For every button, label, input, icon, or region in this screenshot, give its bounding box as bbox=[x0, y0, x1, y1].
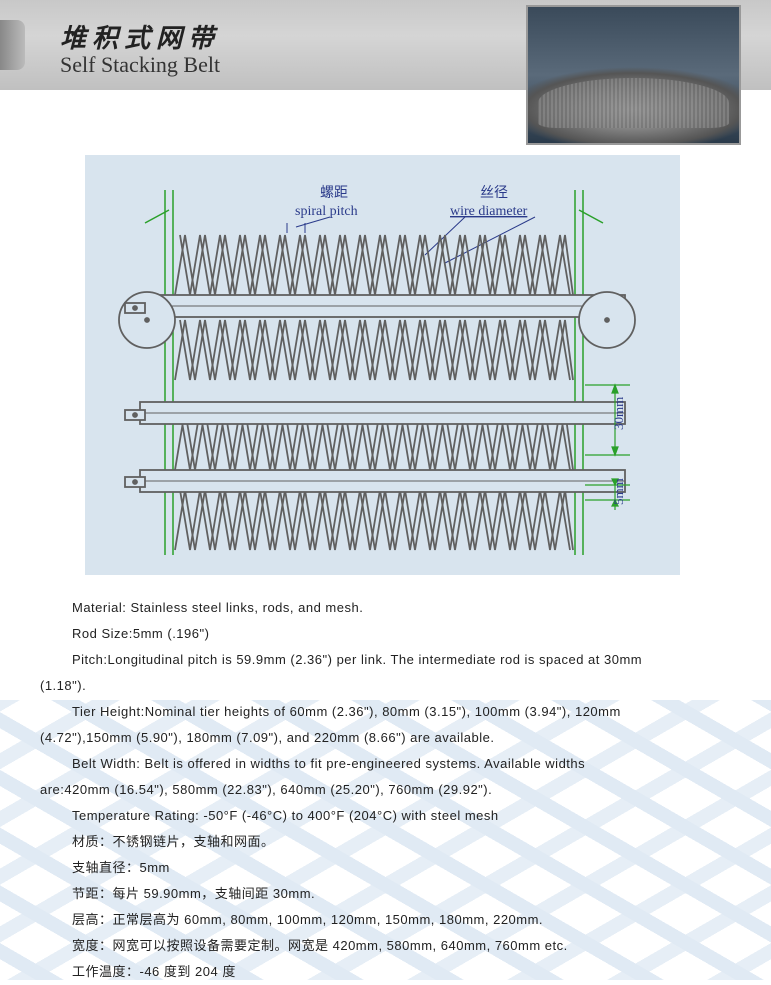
photo-image bbox=[528, 7, 739, 143]
spec-width-en-2: are:420mm (16.54"), 580mm (22.83"), 640m… bbox=[40, 777, 740, 803]
spec-width-en-1: Belt Width: Belt is offered in widths to… bbox=[40, 751, 740, 777]
spec-rodsize-en: Rod Size:5mm (.196") bbox=[40, 621, 740, 647]
label-wire-diameter-en: wire diameter bbox=[450, 204, 528, 219]
title-chinese: 堆积式网带 bbox=[60, 18, 220, 55]
spec-temp-cn: 工作温度：-46 度到 204 度 bbox=[40, 959, 740, 985]
label-spiral-pitch-en: spiral pitch bbox=[295, 204, 358, 219]
specifications: Material: Stainless steel links, rods, a… bbox=[40, 595, 740, 985]
spec-pitch-en-1: Pitch:Longitudinal pitch is 59.9mm (2.36… bbox=[40, 647, 740, 673]
spec-width-cn: 宽度：网宽可以按照设备需要定制。网宽是 420mm, 580mm, 640mm,… bbox=[40, 933, 740, 959]
diagram-svg: 螺距 spiral pitch 丝径 wire diameter bbox=[85, 155, 680, 575]
dim-5mm: 5mm bbox=[611, 478, 626, 505]
label-spiral-pitch-cn: 螺距 bbox=[320, 185, 348, 201]
dim-30mm: 30mm bbox=[611, 397, 626, 430]
spec-tier-cn: 层高：正常层高为 60mm, 80mm, 100mm, 120mm, 150mm… bbox=[40, 907, 740, 933]
product-photo bbox=[526, 5, 741, 145]
spec-material-cn: 材质：不锈钢链片，支轴和网面。 bbox=[40, 829, 740, 855]
spec-pitch-en-2: (1.18"). bbox=[40, 673, 740, 699]
title-english: Self Stacking Belt bbox=[60, 52, 220, 78]
spec-material-en: Material: Stainless steel links, rods, a… bbox=[40, 595, 740, 621]
spec-pitch-cn: 节距：每片 59.90mm，支轴间距 30mm. bbox=[40, 881, 740, 907]
spec-rodsize-cn: 支轴直径：5mm bbox=[40, 855, 740, 881]
label-wire-diameter-cn: 丝径 bbox=[480, 185, 508, 201]
header-accent bbox=[0, 20, 25, 70]
spec-temp-en: Temperature Rating: -50°F (-46°C) to 400… bbox=[40, 803, 740, 829]
technical-diagram: 螺距 spiral pitch 丝径 wire diameter bbox=[85, 155, 680, 575]
spec-tier-en-2: (4.72"),150mm (5.90"), 180mm (7.09"), an… bbox=[40, 725, 740, 751]
spec-tier-en-1: Tier Height:Nominal tier heights of 60mm… bbox=[40, 699, 740, 725]
